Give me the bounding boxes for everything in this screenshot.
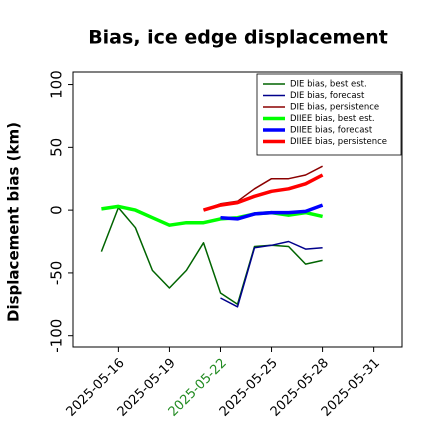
- series-line: [220, 240, 323, 308]
- y-tick-label: -100: [48, 319, 66, 353]
- y-axis-label: Displacement bias (km): [5, 122, 23, 322]
- series-line: [100, 206, 323, 306]
- plot-frame: [72, 71, 403, 348]
- legend-label: DIIEE bias, forecast: [290, 126, 373, 136]
- legend-label: DIE bias, forecast: [290, 91, 365, 101]
- legend-box: [256, 73, 402, 156]
- y-tick-label: 50: [48, 138, 66, 157]
- series-line: [220, 203, 324, 221]
- legend-label: DIE bias, persistence: [290, 103, 379, 113]
- y-tick-label: 100: [48, 70, 66, 99]
- legend-label: DIE bias, best est.: [290, 80, 367, 90]
- chart-title: Bias, ice edge displacement: [88, 27, 388, 49]
- legend-label: DIIEE bias, best est.: [290, 114, 375, 124]
- y-tick-label: 0: [48, 205, 66, 215]
- series-line: [101, 204, 323, 227]
- legend-label: DIIEE bias, persistence: [290, 137, 387, 147]
- y-tick-label: -50: [48, 261, 66, 286]
- series-line: [203, 173, 324, 212]
